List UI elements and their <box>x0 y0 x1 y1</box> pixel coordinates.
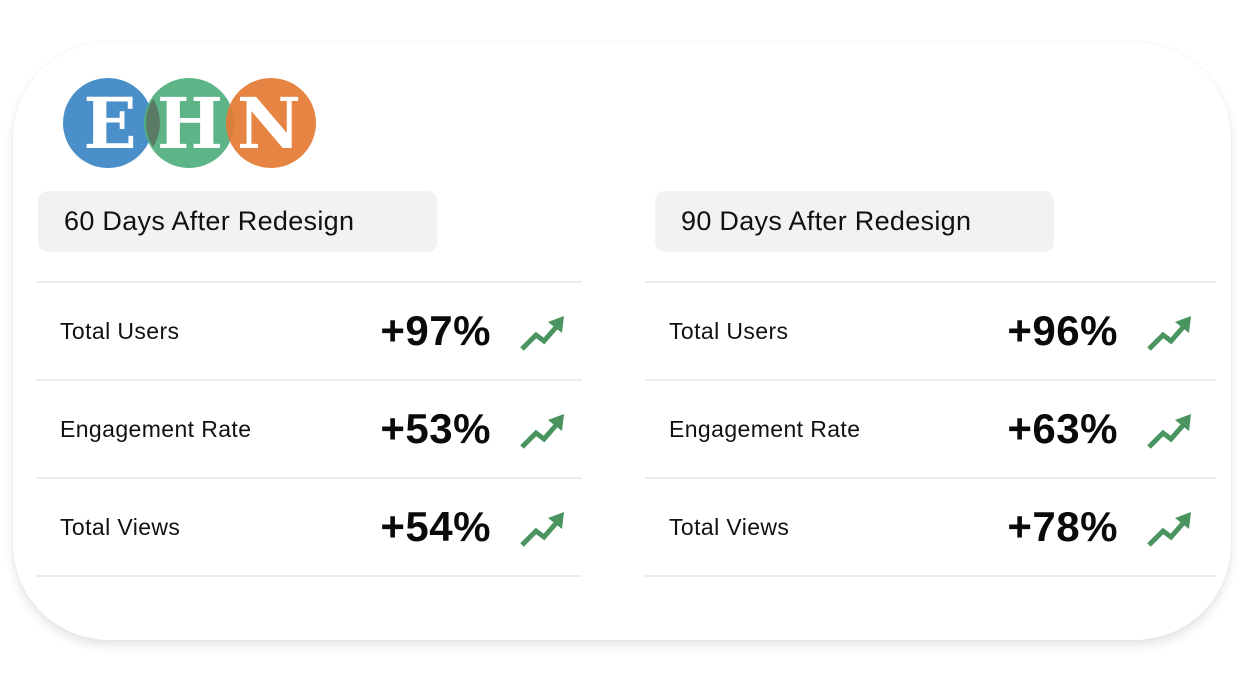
logo-circle-green <box>144 78 234 168</box>
metric-value: +97% <box>380 307 491 354</box>
metric-value: +53% <box>380 405 491 452</box>
ehn-logo: E H N <box>62 76 318 170</box>
metric-label: Total Views <box>60 514 181 540</box>
section-title: 90 Days After Redesign <box>655 191 1054 252</box>
metric-label: Total Views <box>669 514 790 540</box>
metric-value: +54% <box>380 503 491 550</box>
metrics-list: Total Users +96% Engagement Rate +63% To… <box>645 281 1216 577</box>
divider <box>645 281 1216 283</box>
metric-row-total-users: Total Users +96% <box>645 283 1216 381</box>
metric-value: +63% <box>1007 405 1118 452</box>
trending-up-icon <box>1147 512 1191 547</box>
logo-circle-orange <box>226 78 316 168</box>
metric-label: Engagement Rate <box>669 416 861 442</box>
metric-row-total-users: Total Users +97% <box>36 283 582 381</box>
trending-up-icon <box>520 414 564 449</box>
logo-circle-blue <box>63 78 153 168</box>
trending-up-icon <box>1147 414 1191 449</box>
metric-label: Engagement Rate <box>60 416 252 442</box>
metrics-list: Total Users +97% Engagement Rate +53% To… <box>36 281 582 577</box>
metric-row-total-views: Total Views +54% <box>36 479 582 577</box>
metric-value: +78% <box>1007 503 1118 550</box>
trending-up-icon <box>1147 316 1191 351</box>
metric-label: Total Users <box>669 318 789 344</box>
divider <box>36 281 582 283</box>
logo-letter-e: E <box>83 82 136 165</box>
logo-letter-h: H <box>157 82 223 165</box>
trending-up-icon <box>520 316 564 351</box>
metric-label: Total Users <box>60 318 180 344</box>
metric-row-engagement-rate: Engagement Rate +53% <box>36 381 582 479</box>
metric-row-engagement-rate: Engagement Rate +63% <box>645 381 1216 479</box>
metric-row-total-views: Total Views +78% <box>645 479 1216 577</box>
section-title: 60 Days After Redesign <box>38 191 437 252</box>
trending-up-icon <box>520 512 564 547</box>
logo-letter-n: N <box>237 82 301 165</box>
metric-value: +96% <box>1007 307 1118 354</box>
